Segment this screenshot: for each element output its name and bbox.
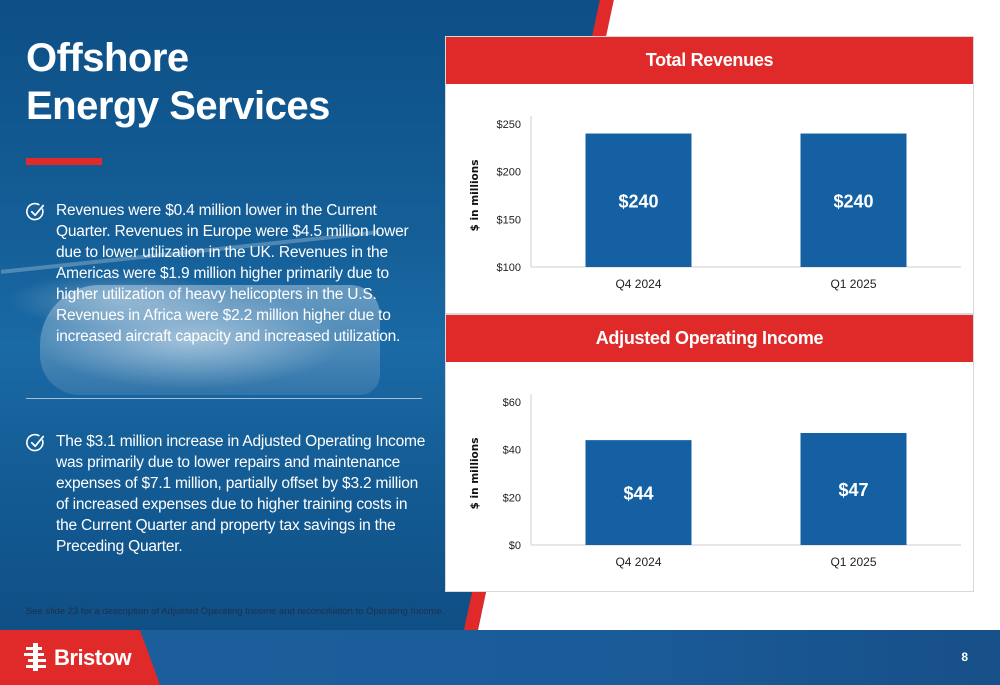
bar: [800, 432, 907, 545]
slide-title: Offshore Energy Services: [26, 34, 386, 130]
data-label: $47: [838, 480, 868, 500]
footnote: See slide 23 for a description of Adjust…: [26, 606, 445, 617]
y-axis-label: $ in millions: [469, 438, 481, 510]
chart-operating-income: $0 $20 $40 $60 $ in millions $44 Q4 2024 $47 Q1 …: [469, 394, 961, 569]
chart-panel-operating-income: Adjusted Operating Income $0 $20 $40 $60 $ i…: [445, 314, 974, 592]
y-tick-label: $60: [503, 397, 521, 409]
x-tick-label: Q1 2025: [830, 277, 876, 291]
page-number: 8: [961, 650, 968, 664]
check-circle-icon: [26, 202, 45, 221]
bullet-text: Revenues were $0.4 million lower in the …: [56, 202, 409, 345]
chart-panel-revenues: Total Revenues $100 $150 $200 $250 $ in mill…: [445, 36, 974, 314]
x-tick-label: Q4 2024: [615, 277, 661, 291]
chart-title: Total Revenues: [446, 37, 973, 84]
helicopter-shape: [40, 285, 380, 395]
bullet-revenues: Revenues were $0.4 million lower in the …: [26, 200, 436, 350]
x-tick-label: Q4 2024: [615, 555, 661, 569]
x-tick-label: Q1 2025: [830, 555, 876, 569]
data-label: $44: [623, 484, 653, 504]
y-axis-label: $ in millions: [469, 160, 481, 232]
y-tick-label: $200: [497, 167, 521, 179]
y-tick-label: $100: [497, 262, 521, 274]
y-tick-label: $40: [503, 445, 521, 457]
bar: [585, 440, 692, 545]
bullet-text: The $3.1 million increase in Adjusted Op…: [56, 433, 426, 555]
bullet-operating-income: The $3.1 million increase in Adjusted Op…: [26, 431, 436, 561]
footer-bar: [0, 630, 1000, 685]
data-label: $240: [833, 191, 873, 211]
data-label: $240: [618, 191, 658, 211]
y-tick-label: $0: [509, 540, 521, 552]
title-line-2: Energy Services: [26, 84, 330, 128]
bar: [585, 133, 692, 267]
bristow-logo-icon: [24, 643, 46, 671]
bar: [800, 133, 907, 267]
chart-revenues: $100 $150 $200 $250 $ in millions $240 Q4 2024…: [469, 116, 961, 291]
logo-background: [0, 630, 160, 685]
chart-title: Adjusted Operating Income: [446, 315, 973, 362]
y-tick-label: $20: [503, 492, 521, 504]
y-tick-label: $250: [497, 119, 521, 131]
divider: [26, 398, 422, 399]
title-underline: [26, 158, 102, 165]
logo-text: Bristow: [54, 645, 132, 670]
check-circle-icon: [26, 433, 45, 452]
y-tick-label: $150: [497, 214, 521, 226]
title-line-1: Offshore: [26, 36, 189, 80]
